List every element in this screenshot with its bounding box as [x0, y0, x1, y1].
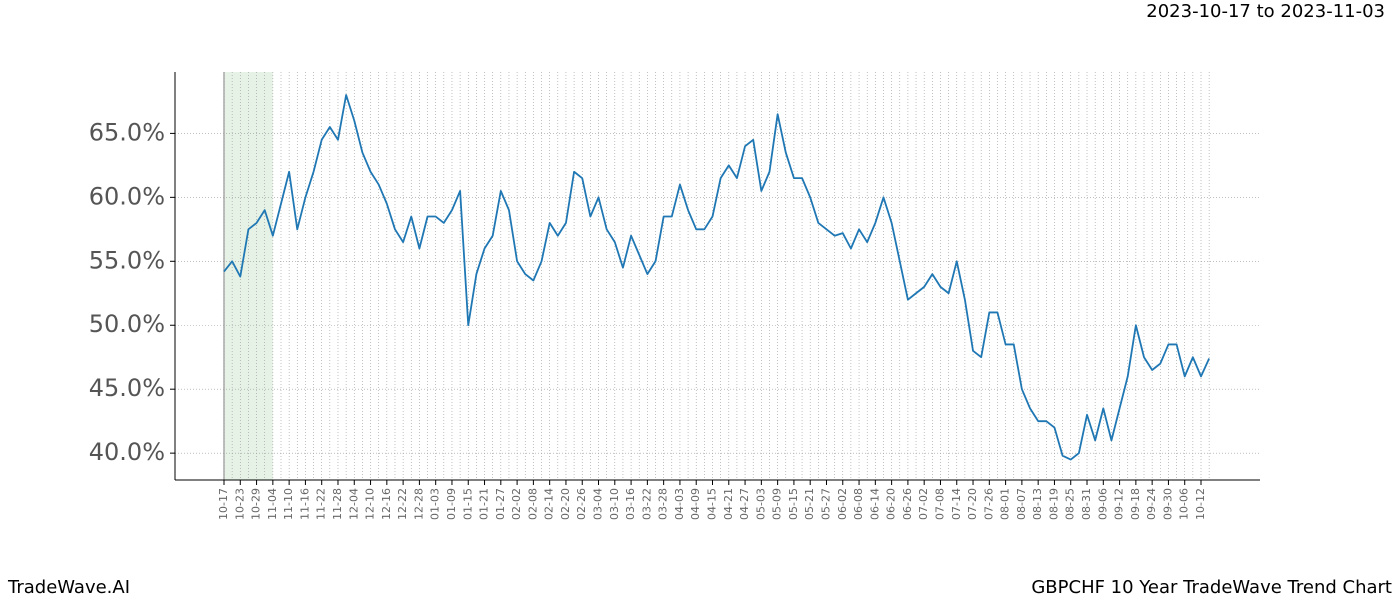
x-tick-label: 05-15 — [787, 488, 800, 520]
x-tick-label: 11-10 — [282, 488, 295, 520]
x-tick-label: 02-20 — [559, 488, 572, 520]
x-tick-label: 12-22 — [396, 488, 409, 520]
x-tick-label: 08-07 — [1015, 488, 1028, 520]
x-tick-label: 12-28 — [412, 488, 425, 520]
x-tick-label: 09-30 — [1161, 488, 1174, 520]
x-tick-label: 08-13 — [1031, 488, 1044, 520]
x-tick-label: 12-16 — [380, 488, 393, 520]
x-tick-label: 06-08 — [852, 488, 865, 520]
x-tick-label: 08-19 — [1047, 488, 1060, 520]
x-tick-label: 09-24 — [1145, 488, 1158, 520]
x-tick-label: 06-02 — [836, 488, 849, 520]
x-tick-label: 10-17 — [217, 488, 230, 520]
brand: TradeWave.AI — [7, 577, 130, 598]
x-tick-label: 07-02 — [917, 488, 930, 520]
x-tick-label: 01-09 — [445, 488, 458, 520]
y-tick-label: 50.0% — [89, 310, 165, 338]
x-tick-label: 09-12 — [1113, 488, 1126, 520]
x-tick-label: 11-22 — [315, 488, 328, 520]
x-tick-label: 11-28 — [331, 488, 344, 520]
x-tick-label: 04-03 — [673, 488, 686, 520]
x-tick-label: 03-04 — [592, 488, 605, 520]
x-tick-label: 09-06 — [1096, 488, 1109, 520]
x-tick-label: 02-08 — [526, 488, 539, 520]
x-tick-label: 11-16 — [298, 488, 311, 520]
x-tick-label: 04-27 — [738, 488, 751, 520]
x-tick-label: 07-20 — [966, 488, 979, 520]
x-tick-label: 10-06 — [1178, 488, 1191, 520]
trend-line — [223, 94, 1210, 461]
x-tick-label: 02-14 — [543, 488, 556, 520]
x-tick-label: 06-26 — [901, 488, 914, 520]
x-tick-label: 02-02 — [510, 488, 523, 520]
x-tick-label: 01-15 — [461, 488, 474, 520]
x-tick-label: 12-10 — [364, 488, 377, 520]
x-tick-label: 01-03 — [429, 488, 442, 520]
x-tick-label: 05-03 — [754, 488, 767, 520]
x-tick-label: 05-27 — [819, 488, 832, 520]
x-tick-label: 10-12 — [1194, 488, 1207, 520]
x-tick-label: 09-18 — [1129, 488, 1142, 520]
x-tick-label: 07-26 — [982, 488, 995, 520]
x-tick-label: 03-22 — [640, 488, 653, 520]
x-tick-label: 03-10 — [608, 488, 621, 520]
x-tick-label: 12-04 — [347, 488, 360, 520]
y-tick-label: 65.0% — [89, 118, 165, 146]
x-tick-label: 05-21 — [803, 488, 816, 520]
x-tick-label: 03-28 — [657, 488, 670, 520]
y-tick-label: 40.0% — [89, 438, 165, 466]
x-tick-label: 08-31 — [1080, 488, 1093, 520]
x-tick-label: 08-01 — [999, 488, 1012, 520]
chart-title: GBPCHF 10 Year TradeWave Trend Chart — [1031, 577, 1392, 598]
x-tick-label: 04-15 — [706, 488, 719, 520]
x-tick-label: 06-20 — [885, 488, 898, 520]
x-tick-label: 04-21 — [722, 488, 735, 520]
x-tick-label: 05-09 — [771, 488, 784, 520]
date-range: 2023-10-17 to 2023-11-03 — [1146, 1, 1385, 22]
y-tick-label: 55.0% — [89, 246, 165, 274]
x-tick-label: 01-21 — [478, 488, 491, 520]
x-tick-label: 11-04 — [266, 488, 279, 520]
x-tick-label: 07-08 — [933, 488, 946, 520]
y-tick-label: 45.0% — [89, 374, 165, 402]
x-tick-label: 04-09 — [689, 488, 702, 520]
x-tick-label: 02-26 — [575, 488, 588, 520]
x-tick-label: 08-25 — [1064, 488, 1077, 520]
x-tick-label: 01-27 — [494, 488, 507, 520]
x-tick-label: 10-23 — [233, 488, 246, 520]
x-tick-label: 10-29 — [250, 488, 263, 520]
x-tick-label: 03-16 — [624, 488, 637, 520]
x-tick-label: 07-14 — [950, 488, 963, 520]
x-tick-label: 06-14 — [868, 488, 881, 520]
y-tick-label: 60.0% — [89, 182, 165, 210]
